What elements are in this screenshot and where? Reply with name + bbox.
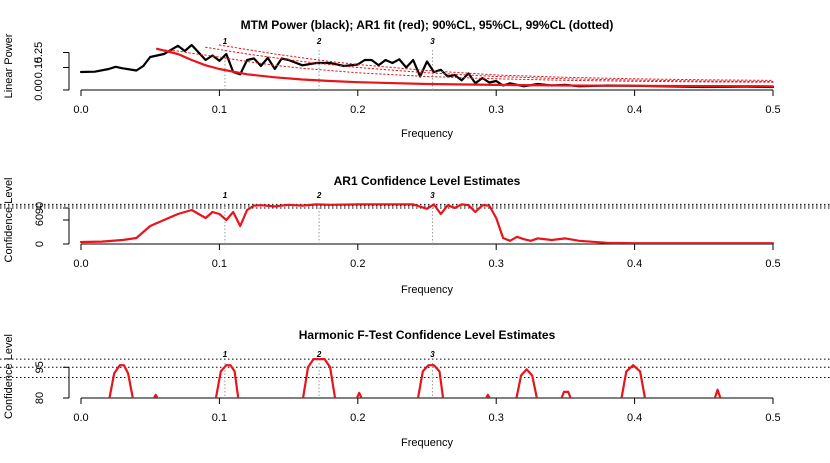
- series-line-cl-95: [205, 46, 774, 82]
- y-axis-label: Confidence Level: [3, 334, 15, 419]
- series-line-cl-90: [156, 49, 774, 83]
- x-tick-label: 0.2: [350, 412, 365, 424]
- series-line-f-test-confidence: [214, 364, 240, 398]
- series-line-ar1-fit: [156, 47, 775, 88]
- panel-title: AR1 Confidence Level Estimates: [334, 174, 521, 188]
- y-tick-label: 0.00: [33, 79, 45, 100]
- series-line-f-test-confidence: [713, 388, 722, 398]
- x-tick-label: 0.4: [627, 258, 642, 270]
- x-tick-label: 0.0: [73, 104, 88, 116]
- x-tick-label: 0.3: [489, 104, 504, 116]
- x-tick-label: 0.5: [765, 412, 780, 424]
- series-line-f-test-confidence: [416, 364, 445, 398]
- peak-marker-label: 1: [223, 37, 228, 46]
- x-tick-label: 0.0: [73, 258, 88, 270]
- peak-marker-label: 2: [316, 191, 322, 200]
- series-line-f-test-confidence: [301, 358, 337, 398]
- panel-title: Harmonic F-Test Confidence Level Estimat…: [299, 328, 556, 342]
- y-axis-label: Linear Power: [3, 33, 15, 98]
- series-line-f-test-confidence: [152, 393, 159, 398]
- y-axis-label: Confidence Level: [3, 177, 15, 262]
- y-tick-label: 60: [34, 214, 46, 226]
- series-group: [108, 358, 722, 398]
- peak-marker-label: 3: [430, 350, 435, 359]
- peak-marker-label: 2: [316, 37, 322, 46]
- peak-marker-label: 2: [316, 350, 322, 359]
- x-tick-label: 0.1: [212, 412, 227, 424]
- series-line-f-test-confidence: [560, 390, 572, 398]
- x-axis-label: Frequency: [401, 128, 453, 140]
- y-tick-label: 0.25: [33, 42, 45, 63]
- peak-marker-label: 3: [430, 191, 435, 200]
- series-line-f-test-confidence: [515, 368, 538, 398]
- series-line-f-test-confidence: [355, 391, 363, 398]
- x-tick-label: 0.3: [489, 412, 504, 424]
- x-axis-label: Frequency: [401, 284, 453, 296]
- panel-2: AR1 Confidence Level Estimates 0.0 0.1 0.2 0…: [0, 174, 830, 296]
- series-line-f-test-confidence: [620, 364, 647, 398]
- x-tick-label: 0.0: [73, 412, 88, 424]
- series-line-ar1-confidence: [79, 203, 775, 244]
- series-line-f-test-confidence: [108, 364, 134, 398]
- x-tick-label: 0.4: [627, 412, 642, 424]
- x-tick-label: 0.3: [489, 258, 504, 270]
- x-tick-label: 0.2: [350, 104, 365, 116]
- peak-marker-label: 1: [223, 350, 228, 359]
- x-tick-label: 0.2: [350, 258, 365, 270]
- y-tick-label: 0.15: [33, 57, 45, 78]
- y-tick-label: 80: [34, 392, 46, 404]
- x-axis-label: Frequency: [401, 437, 453, 449]
- peak-marker-label: 1: [223, 191, 228, 200]
- series-line-f-test-confidence: [484, 393, 491, 398]
- x-tick-label: 0.4: [627, 104, 642, 116]
- panel-1: MTM Power (black); AR1 fit (red); 90%CL,…: [3, 18, 781, 140]
- x-tick-label: 0.5: [765, 258, 780, 270]
- peak-marker-label: 3: [430, 37, 435, 46]
- series-line-cl-99: [218, 44, 774, 81]
- x-tick-label: 0.5: [765, 104, 780, 116]
- x-tick-label: 0.1: [212, 104, 227, 116]
- series-group: [79, 203, 775, 244]
- panel-3: Harmonic F-Test Confidence Level Estimat…: [0, 328, 830, 449]
- series-group: [79, 43, 775, 89]
- y-tick-label: 0: [34, 241, 46, 247]
- x-tick-label: 0.1: [212, 258, 227, 270]
- panel-title: MTM Power (black); AR1 fit (red); 90%CL,…: [241, 18, 614, 32]
